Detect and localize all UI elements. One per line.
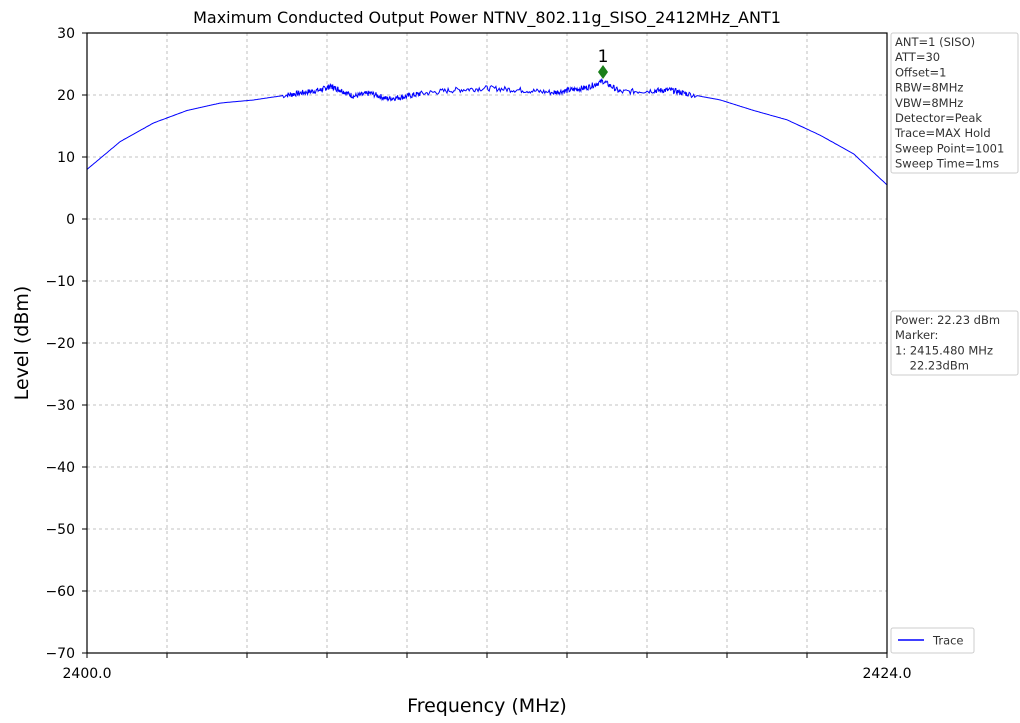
x-axis-ticks: 2400.0 2424.0: [63, 653, 912, 682]
y-tick-label: 30: [57, 26, 75, 42]
legend-label: Trace: [932, 634, 964, 648]
y-tick-label: 20: [57, 88, 75, 104]
y-tick-label: −10: [45, 274, 75, 290]
grid-lines: [87, 33, 887, 653]
result-line: Marker:: [895, 328, 938, 342]
settings-line: RBW=8MHz: [895, 81, 963, 95]
settings-line: Sweep Time=1ms: [895, 157, 999, 171]
chart-title: Maximum Conducted Output Power NTNV_802.…: [193, 8, 781, 28]
result-line: Power: 22.23 dBm: [895, 313, 1000, 327]
legend: Trace: [890, 627, 975, 654]
x-tick-label: 2424.0: [863, 666, 912, 682]
settings-line: VBW=8MHz: [895, 96, 963, 110]
y-tick-label: 0: [66, 212, 75, 228]
x-tick-label: 2400.0: [63, 666, 112, 682]
y-tick-label: −50: [45, 522, 75, 538]
settings-line: Detector=Peak: [895, 111, 982, 125]
y-tick-label: −70: [45, 646, 75, 662]
peak-marker: 1: [598, 47, 609, 80]
settings-line: Trace=MAX Hold: [894, 126, 991, 140]
settings-line: Sweep Point=1001: [895, 141, 1004, 155]
y-tick-label: −60: [45, 584, 75, 600]
marker-diamond: [598, 65, 608, 80]
x-axis-label: Frequency (MHz): [407, 695, 567, 717]
trace-line: [86, 78, 888, 186]
y-tick-label: −20: [45, 336, 75, 352]
y-axis-label: Level (dBm): [11, 286, 33, 401]
y-tick-label: 10: [57, 150, 75, 166]
y-tick-label: −40: [45, 460, 75, 476]
y-tick-label: −30: [45, 398, 75, 414]
settings-line: Offset=1: [895, 65, 947, 79]
y-axis-ticks: 30 20 10 0 −10 −20 −30 −40 −50 −60 −70: [45, 26, 87, 662]
result-line: 22.23dBm: [895, 359, 969, 373]
settings-line: ANT=1 (SISO): [895, 35, 975, 49]
settings-line: ATT=30: [895, 50, 940, 64]
trace-series: [86, 78, 888, 186]
result-line: 1: 2415.480 MHz: [895, 343, 993, 357]
marker-number: 1: [598, 47, 609, 67]
